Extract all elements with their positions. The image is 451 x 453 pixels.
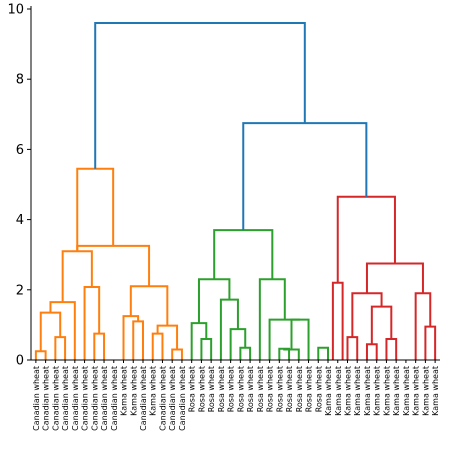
leaf-label: Kama wheat: [324, 366, 333, 416]
dendrogram-link: [268, 318, 301, 360]
dendrogram-link: [213, 229, 274, 280]
leaf-label: Kama wheat: [120, 366, 129, 416]
dendrogram-link: [132, 320, 144, 360]
y-tick-label: 2: [16, 283, 24, 298]
dendrogram-link: [129, 285, 169, 326]
y-axis-ticks: 0 2 4 6 8 10: [7, 3, 31, 369]
leaf-label: Kama wheat: [149, 366, 158, 416]
leaf-label: Rosa wheat: [266, 366, 275, 412]
dendrogram-link: [156, 324, 179, 350]
leaf-label: Rosa wheat: [305, 366, 314, 412]
dendrogram-link: [242, 122, 368, 231]
dendrogram-link: [76, 167, 115, 252]
dendrogram-link: [39, 311, 62, 352]
dendrogram-link: [346, 336, 359, 360]
dendrogram-link: [49, 301, 76, 360]
leaf-label: Canadian wheat: [90, 366, 99, 431]
y-tick-label: 8: [16, 73, 24, 88]
leaf-label: Kama wheat: [402, 366, 411, 416]
leaf-label: Rosa wheat: [256, 366, 265, 412]
dendrogram-link: [83, 285, 101, 360]
dendrogram-link: [351, 292, 383, 338]
leaf-label: Rosa wheat: [227, 366, 236, 412]
dendrogram-link: [197, 278, 231, 324]
leaf-label: Rosa wheat: [197, 366, 206, 412]
leaf-label: Rosa wheat: [207, 366, 216, 412]
dendrogram-link: [54, 336, 67, 360]
leaf-label: Kama wheat: [382, 366, 391, 416]
dendrogram-link: [365, 343, 378, 360]
leaf-label: Canadian wheat: [139, 366, 148, 431]
leaf-label: Canadian wheat: [32, 366, 41, 431]
leaf-label: Kama wheat: [129, 366, 138, 416]
leaf-label: Kama wheat: [392, 366, 401, 416]
leaf-label: Kama wheat: [412, 366, 421, 416]
dendrogram-link: [200, 337, 213, 360]
leaf-label: Kama wheat: [334, 366, 343, 416]
leaf-label: Rosa wheat: [188, 366, 197, 412]
leaf-label: Canadian wheat: [61, 366, 70, 431]
leaf-label: Kama wheat: [353, 366, 362, 416]
y-tick-label: 4: [16, 213, 24, 228]
leaf-label: Canadian wheat: [110, 366, 119, 431]
dendrogram-link: [317, 346, 330, 360]
dendrogram-link: [290, 318, 310, 360]
dendrogram-link: [94, 22, 306, 169]
dendrogram-link: [283, 348, 300, 360]
leaf-label: Canadian wheat: [42, 366, 51, 431]
dendrogram-link: [151, 332, 164, 360]
y-tick-label: 6: [16, 143, 24, 158]
leaf-label: Canadian wheat: [168, 366, 177, 431]
leaf-label: Canadian wheat: [81, 366, 90, 431]
y-tick-label: 10: [7, 3, 24, 18]
leaf-label: Rosa wheat: [236, 366, 245, 412]
dendrogram-link: [229, 328, 247, 360]
leaf-label: Canadian wheat: [178, 366, 187, 431]
leaf-label: Rosa wheat: [285, 366, 294, 412]
dendrogram-link: [385, 337, 398, 360]
leaf-label: Canadian wheat: [158, 366, 167, 431]
dendrogram-link: [61, 250, 93, 303]
x-axis-leaf-labels: Canadian wheat Canadian wheat Canadian whe…: [32, 360, 440, 431]
leaf-label: Rosa wheat: [295, 366, 304, 412]
leaf-label: Kama wheat: [343, 366, 352, 416]
dendrogram-links: [34, 22, 437, 360]
dendrogram-link: [171, 348, 183, 360]
leaf-label: Kama wheat: [373, 366, 382, 416]
leaf-label: Kama wheat: [431, 366, 440, 416]
dendrogram-link: [365, 262, 424, 294]
leaf-label: Canadian wheat: [100, 366, 109, 431]
leaf-label: Rosa wheat: [314, 366, 323, 412]
leaf-label: Kama wheat: [363, 366, 372, 416]
leaf-label: Kama wheat: [421, 366, 430, 416]
leaf-label: Canadian wheat: [71, 366, 80, 431]
y-tick-label: 0: [16, 354, 24, 369]
leaf-label: Canadian wheat: [51, 366, 60, 431]
dendrogram-link: [424, 325, 437, 360]
chart-axes: [30, 6, 440, 361]
dendrogram-link: [93, 332, 106, 360]
dendrogram-link: [190, 322, 208, 360]
leaf-label: Rosa wheat: [246, 366, 255, 412]
dendrogram-link: [34, 350, 47, 360]
dendrogram-link: [331, 281, 344, 360]
leaf-label: Rosa wheat: [275, 366, 284, 412]
dendrogram-link: [122, 315, 140, 360]
leaf-label: Rosa wheat: [217, 366, 226, 412]
dendrogram-link: [239, 346, 252, 360]
